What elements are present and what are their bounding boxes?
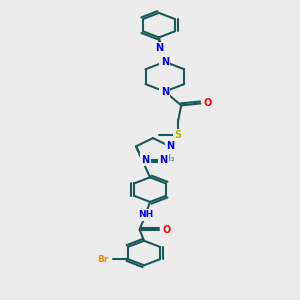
Text: NH: NH (138, 210, 153, 219)
Text: N: N (155, 44, 163, 53)
Text: N: N (161, 57, 169, 67)
Text: O: O (204, 98, 212, 108)
Text: S: S (175, 130, 182, 140)
Text: N: N (161, 86, 169, 97)
Text: N: N (166, 141, 174, 151)
Text: Br: Br (97, 255, 109, 264)
Text: N: N (141, 154, 149, 165)
Text: O: O (162, 225, 170, 235)
Text: N: N (159, 154, 167, 165)
Text: CH₃: CH₃ (160, 154, 174, 163)
